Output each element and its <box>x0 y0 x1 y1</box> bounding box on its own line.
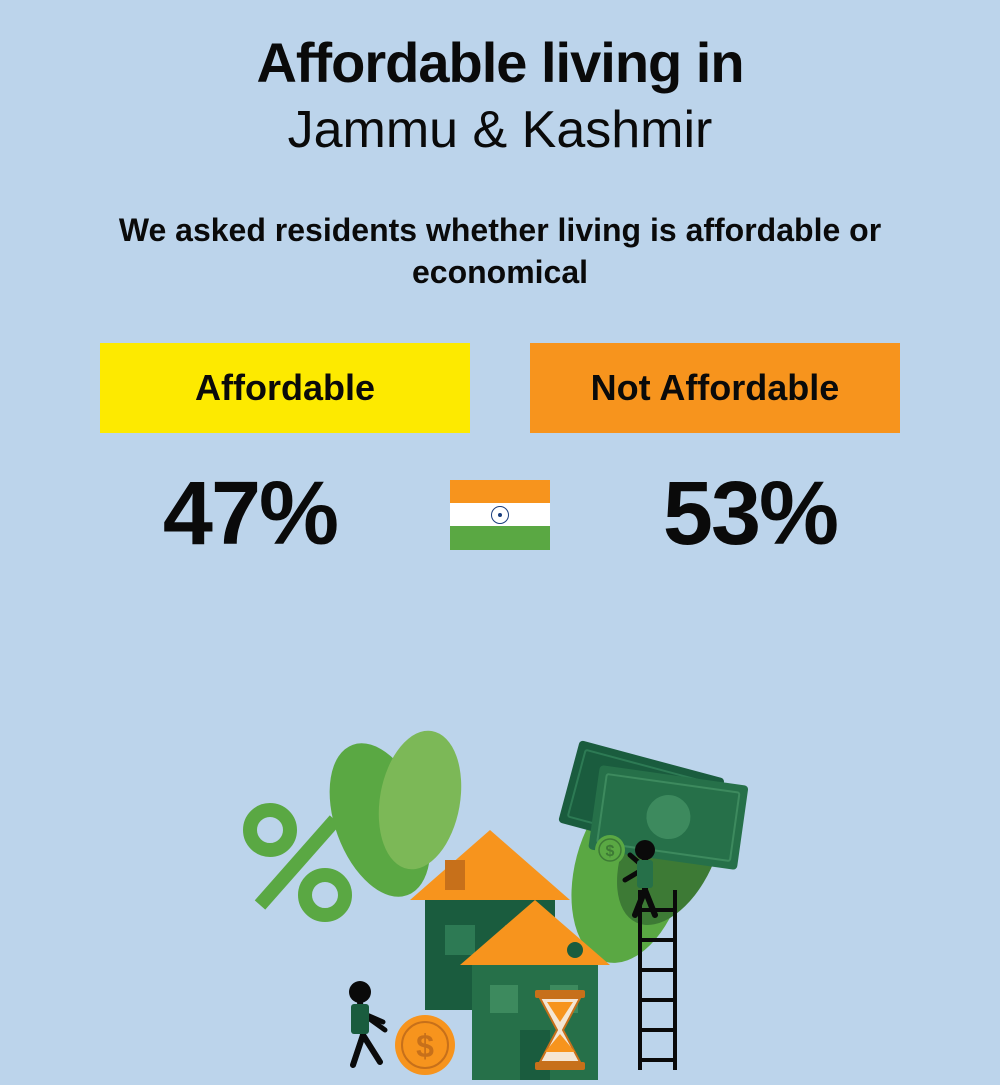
title-line-1: Affordable living in <box>0 30 1000 95</box>
labels-row: Affordable Not Affordable <box>0 343 1000 433</box>
title-line-2: Jammu & Kashmir <box>0 100 1000 160</box>
svg-text:$: $ <box>606 843 615 860</box>
flag-green-stripe <box>450 526 550 549</box>
not-affordable-label: Not Affordable <box>530 343 900 433</box>
flag-saffron-stripe <box>450 480 550 503</box>
housing-illustration: $ $ <box>200 680 800 1080</box>
not-affordable-percentage: 53% <box>580 463 920 566</box>
affordable-percentage: 47% <box>80 463 420 566</box>
india-flag-icon <box>450 480 550 550</box>
flag-white-stripe <box>450 503 550 526</box>
subtitle: We asked residents whether living is aff… <box>0 210 1000 293</box>
percentages-row: 47% 53% <box>0 463 1000 566</box>
affordable-label: Affordable <box>100 343 470 433</box>
chakra-icon <box>491 506 509 524</box>
svg-text:$: $ <box>416 1028 434 1064</box>
